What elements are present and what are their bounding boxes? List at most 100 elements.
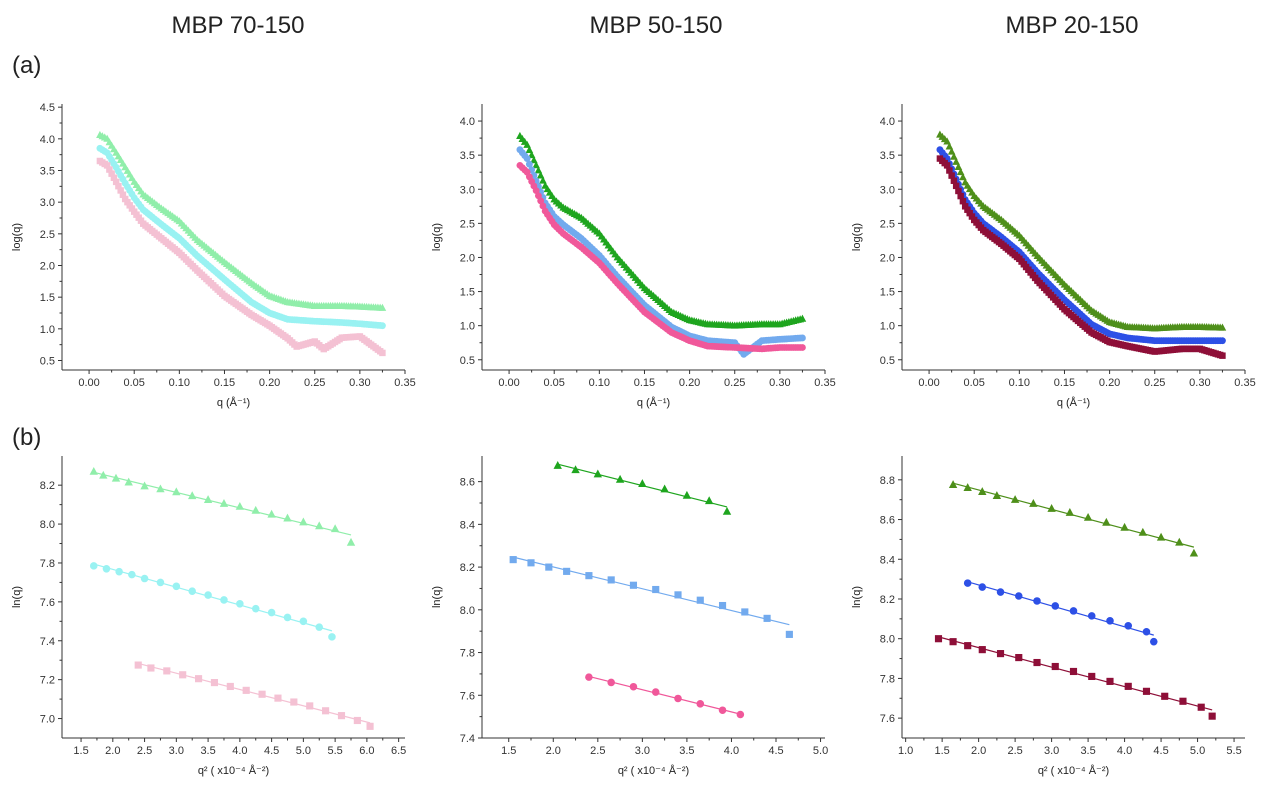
data-point-series-2 [1161, 692, 1169, 700]
data-point-series-2 [996, 650, 1005, 658]
data-point-series-1 [204, 591, 212, 599]
data-point-series-2 [943, 162, 951, 169]
data-point-series-2 [226, 682, 234, 691]
data-point-series-2 [134, 661, 142, 669]
data-point-series-2 [674, 694, 682, 703]
y-tick-label: 1.5 [460, 287, 475, 299]
data-point-series-1 [283, 613, 292, 622]
x-axis-label: q (Å⁻¹) [637, 396, 670, 409]
data-point-series-0 [525, 145, 534, 153]
data-point-series-2 [1124, 682, 1132, 690]
data-point-series-0 [534, 166, 543, 174]
data-point-series-0 [722, 506, 732, 515]
x-tick-label: 0.20 [1099, 377, 1120, 389]
x-tick-label: 0.25 [1144, 377, 1165, 389]
data-point-series-2 [651, 688, 660, 696]
data-point-series-0 [682, 490, 692, 499]
data-point-series-2 [532, 187, 540, 195]
y-tick-label: 0.5 [40, 356, 55, 368]
y-axis-label: ln(q) [431, 586, 443, 608]
y-axis-label: log(q) [851, 223, 863, 251]
data-point-series-0 [1010, 495, 1020, 503]
y-tick-label: 2.5 [460, 218, 475, 230]
data-point-series-0 [530, 156, 538, 164]
data-point-series-0 [615, 474, 625, 483]
chart-b-mbp-50-150: 1.5 2.0 2.5 3.0 3.5 4.0 4.5 5.0 7.4 7.6 7.8 8.0 8.2 8… [431, 456, 828, 777]
chart-a-mbp-70-150: 0.00 0.05 0.10 0.15 0.20 0.25 0.30 0.35 0.5 1.0 1.… [11, 102, 416, 409]
data-point-series-0 [593, 469, 603, 478]
data-point-series-1 [89, 562, 98, 570]
data-point-series-2 [290, 698, 298, 706]
data-point-series-0 [111, 473, 121, 482]
data-point-series-2 [959, 197, 967, 205]
y-tick-label: 8.8 [880, 475, 895, 487]
x-axis-label: q² ( x10⁻⁴ Å⁻²) [198, 764, 269, 777]
data-point-series-1 [1069, 607, 1078, 615]
data-point-series-2 [115, 182, 122, 190]
x-tick-label: 1.5 [934, 745, 949, 757]
data-point-series-0 [124, 477, 133, 486]
data-point-series-2 [379, 349, 386, 357]
data-point-series-0 [1218, 323, 1227, 331]
data-point-series-2 [274, 694, 282, 702]
data-point-series-0 [283, 513, 292, 522]
data-point-series-1 [1033, 597, 1041, 605]
data-point-series-0 [1102, 517, 1111, 526]
data-point-series-1 [563, 567, 571, 575]
data-point-series-0 [299, 517, 308, 526]
data-point-series-1 [525, 160, 533, 168]
y-tick-label: 8.0 [460, 605, 475, 617]
y-tick-label: 7.4 [40, 636, 55, 648]
y-tick-label: 8.0 [880, 634, 895, 646]
y-tick-label: 4.0 [40, 134, 55, 146]
data-point-series-0 [1175, 537, 1184, 546]
x-axis-label: q (Å⁻¹) [1057, 396, 1090, 409]
data-point-series-1 [1087, 612, 1096, 620]
data-point-series-2 [964, 642, 972, 650]
x-tick-label: 0.15 [214, 377, 235, 389]
x-tick-label: 0.00 [498, 377, 519, 389]
data-point-series-2 [1015, 654, 1023, 662]
data-point-series-2 [353, 716, 361, 725]
data-point-series-2 [366, 722, 374, 730]
data-point-series-0 [251, 505, 260, 514]
data-point-series-2 [1088, 672, 1096, 681]
data-point-series-0 [89, 466, 98, 475]
data-point-series-0 [172, 487, 181, 496]
data-point-series-1 [1106, 617, 1114, 625]
x-tick-label: 0.10 [589, 377, 610, 389]
column-title-mbp-50-150: MBP 50-150 [589, 12, 723, 39]
x-tick-label: 3.0 [169, 745, 184, 757]
data-point-series-0 [571, 465, 580, 474]
data-point-series-2 [1106, 677, 1114, 685]
data-point-series-0 [638, 479, 647, 488]
x-tick-label: 0.05 [963, 377, 984, 389]
data-point-series-0 [536, 171, 545, 179]
y-tick-label: 3.0 [460, 184, 475, 196]
data-point-series-0 [315, 521, 324, 530]
y-tick-label: 7.8 [880, 673, 895, 685]
y-tick-label: 7.2 [40, 675, 55, 687]
y-tick-label: 8.0 [40, 519, 55, 531]
x-tick-label: 3.5 [679, 745, 694, 757]
data-point-series-0 [963, 483, 972, 492]
x-tick-label: 1.5 [501, 745, 516, 757]
y-tick-label: 0.5 [460, 355, 475, 367]
y-tick-label: 8.2 [460, 562, 475, 574]
data-point-series-2 [1142, 687, 1151, 695]
y-tick-label: 3.5 [880, 150, 895, 162]
data-point-series-2 [964, 206, 971, 213]
data-point-series-2 [1051, 662, 1059, 671]
x-tick-label: 0.20 [679, 377, 700, 389]
data-point-series-2 [585, 673, 593, 681]
data-point-series-0 [523, 140, 531, 148]
y-tick-label: 1.5 [880, 287, 895, 299]
x-tick-label: 6.5 [391, 745, 406, 757]
data-point-series-2 [194, 675, 203, 683]
data-point-series-0 [203, 495, 213, 503]
data-point-series-2 [978, 646, 986, 654]
y-axis-label: ln(q) [851, 586, 863, 608]
x-tick-label: 5.5 [1226, 745, 1241, 757]
data-point-series-2 [799, 344, 806, 351]
x-tick-label: 4.5 [264, 745, 279, 757]
